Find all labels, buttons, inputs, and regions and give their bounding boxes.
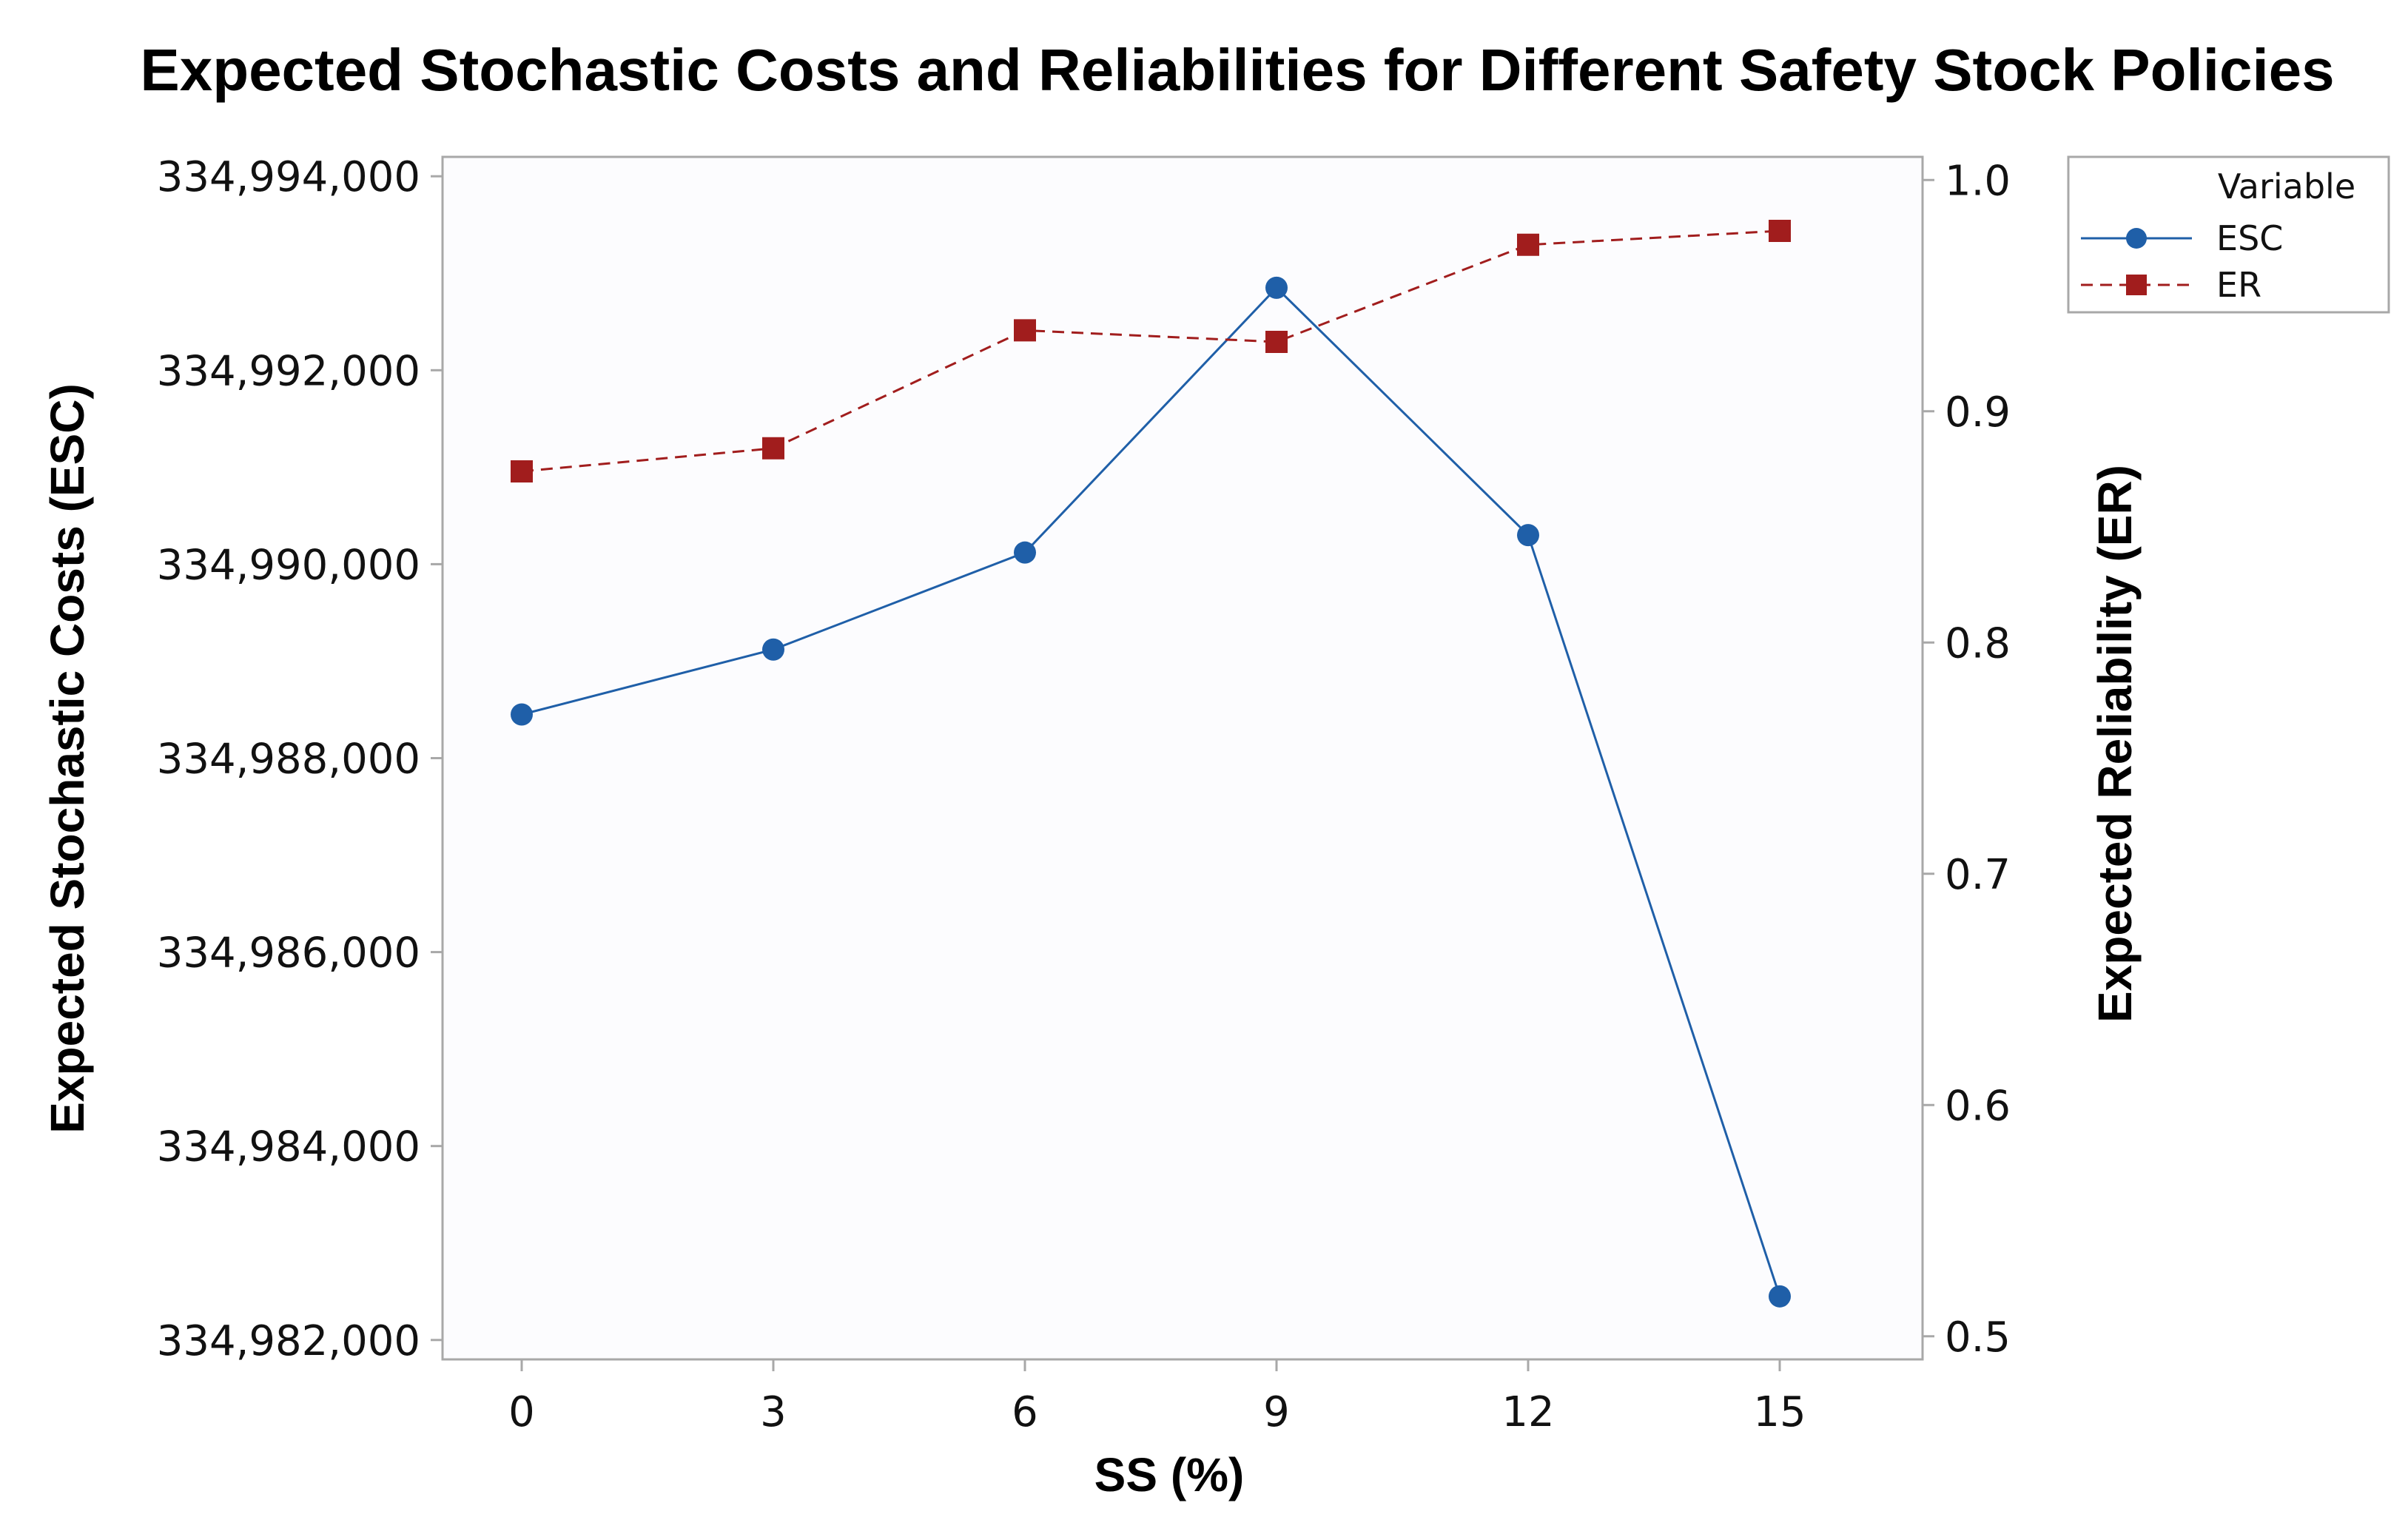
legend-esc-marker (2126, 228, 2147, 249)
y-right-tick-label: 0.6 (1945, 1082, 2011, 1130)
x-tick-label: 15 (1753, 1388, 1806, 1436)
y-left-tick-label: 334,986,000 (157, 929, 420, 978)
data-point-er (1517, 233, 1539, 256)
y-left-tick-label: 334,982,000 (157, 1317, 420, 1365)
legend: Variable ESC ER (2067, 155, 2390, 314)
x-axis-title: SS (%) (1094, 1448, 1245, 1501)
legend-esc-label: ESC (2216, 218, 2283, 258)
data-point-esc (1769, 1285, 1791, 1308)
x-tick-label: 3 (760, 1388, 787, 1436)
y-left-tick-label: 334,990,000 (157, 541, 420, 589)
data-point-esc (1265, 276, 1288, 299)
data-point-esc (1517, 524, 1539, 547)
chart-title: Expected Stochastic Costs and Reliabilit… (140, 37, 2334, 103)
data-point-er (1769, 220, 1791, 242)
x-axis: 0 3 6 9 12 15 (508, 1359, 1806, 1436)
legend-box (2067, 155, 2390, 314)
y-right-tick-label: 0.8 (1945, 619, 2011, 667)
series-line-er (521, 229, 1780, 473)
y-right-tick-label: 1.0 (1945, 157, 2011, 205)
data-point-esc (762, 638, 784, 661)
plot-area (441, 155, 1924, 1361)
y-axis-right-title: Expected Reliability (ER) (2088, 465, 2142, 1023)
data-point-er (1014, 319, 1036, 342)
series-layer (511, 220, 1791, 1308)
series-line-esc (521, 286, 1781, 1297)
x-tick-label: 6 (1012, 1388, 1038, 1436)
data-point-er (762, 437, 784, 460)
legend-er-label: ER (2216, 265, 2261, 305)
x-tick-label: 0 (508, 1388, 535, 1436)
y-right-tick-label: 0.7 (1945, 851, 2011, 899)
y-right-tick-label: 0.5 (1945, 1314, 2011, 1362)
x-tick-label: 12 (1501, 1388, 1554, 1436)
legend-title: Variable (2218, 167, 2355, 206)
y-left-tick-label: 334,984,000 (157, 1123, 420, 1171)
data-point-esc (1014, 541, 1036, 564)
y-right-tick-label: 0.9 (1945, 389, 2011, 437)
x-tick-label: 9 (1263, 1388, 1290, 1436)
y-axis-left: 334,982,000 334,984,000 334,986,000 334,988… (157, 153, 443, 1365)
legend-er-marker (2126, 275, 2147, 295)
data-point-esc (511, 703, 533, 726)
y-left-tick-label: 334,988,000 (157, 736, 420, 784)
y-left-tick-label: 334,994,000 (157, 153, 420, 201)
y-axis-right: 0.5 0.6 0.7 0.8 0.9 1.0 (1923, 157, 2011, 1362)
y-left-tick-label: 334,992,000 (157, 347, 420, 395)
y-axis-left-title: Expected Stochastic Costs (ESC) (41, 383, 94, 1134)
data-point-er (511, 460, 533, 482)
data-point-er (1265, 331, 1288, 353)
